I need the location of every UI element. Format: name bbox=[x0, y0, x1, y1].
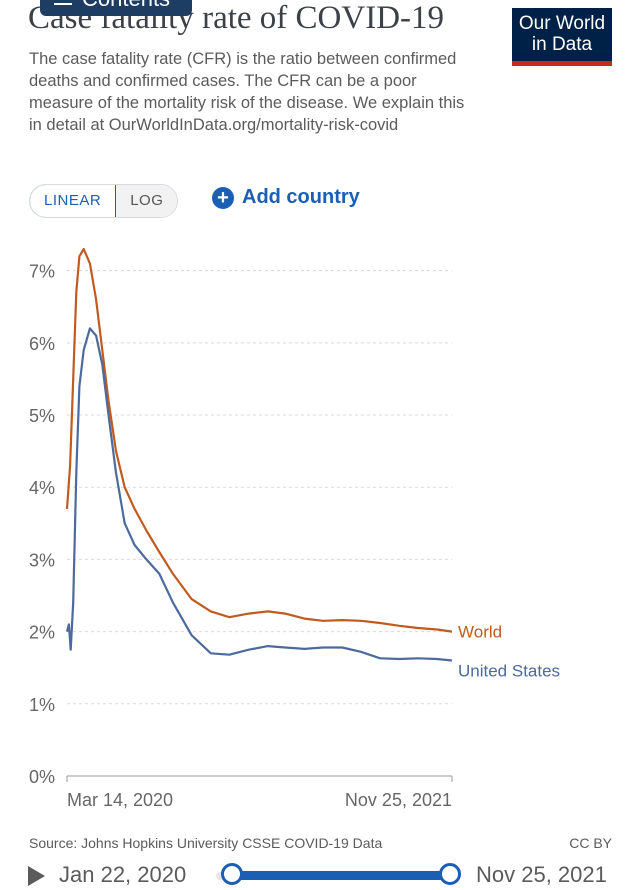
chart-subtitle: The case fatality rate (CFR) is the rati… bbox=[29, 50, 465, 134]
y-tick-label: 2% bbox=[29, 623, 55, 643]
timeline-start-label: Jan 22, 2020 bbox=[59, 862, 187, 887]
logo-line-2: in Data bbox=[531, 34, 593, 55]
timeline: Jan 22, 2020 Nov 25, 2021 bbox=[0, 858, 640, 890]
add-country-label: Add country bbox=[242, 186, 360, 208]
logo-line-1: Our World bbox=[518, 13, 606, 34]
y-tick-label: 0% bbox=[29, 767, 55, 787]
timeline-start-handle[interactable] bbox=[221, 863, 243, 885]
source-text[interactable]: Source: Johns Hopkins University CSSE CO… bbox=[29, 835, 383, 851]
y-tick-label: 5% bbox=[29, 406, 55, 426]
plus-circle-icon: + bbox=[212, 186, 234, 209]
y-tick-label: 3% bbox=[29, 550, 55, 570]
play-icon[interactable] bbox=[28, 866, 45, 886]
license-link[interactable]: CC BY bbox=[569, 835, 612, 851]
series-line-world bbox=[65, 247, 453, 633]
scale-toggle: LINEAR LOG bbox=[29, 184, 179, 218]
contents-label: Contents bbox=[82, 0, 170, 16]
add-country-button[interactable]: + Add country bbox=[212, 186, 360, 209]
log-scale-button[interactable]: LOG bbox=[116, 185, 178, 217]
chart-footer: Source: Johns Hopkins University CSSE CO… bbox=[29, 835, 612, 851]
timeline-end-label: Nov 25, 2021 bbox=[476, 862, 607, 887]
y-tick-label: 1% bbox=[29, 695, 55, 715]
series-label-world: World bbox=[458, 623, 502, 642]
y-tick-label: 4% bbox=[29, 478, 55, 498]
menu-icon bbox=[54, 0, 72, 8]
x-tick-label: Mar 14, 2020 bbox=[67, 790, 173, 810]
line-chart: 0% 1% 2% 3% 4% 5% 6% 7% Mar 14, 2020 Nov 25, 2021… bbox=[29, 247, 560, 810]
linear-scale-button[interactable]: LINEAR bbox=[30, 185, 117, 217]
x-tick-label: Nov 25, 2021 bbox=[345, 790, 452, 810]
owid-logo[interactable]: Our World in Data bbox=[512, 8, 612, 66]
contents-button[interactable]: Contents bbox=[40, 0, 192, 16]
y-tick-label: 6% bbox=[29, 334, 55, 354]
y-tick-label: 7% bbox=[29, 262, 55, 282]
timeline-end-handle[interactable] bbox=[439, 863, 461, 885]
series-line-united-states bbox=[65, 327, 453, 662]
timeline-range bbox=[232, 871, 452, 880]
series-label-united-states: United States bbox=[458, 661, 560, 680]
